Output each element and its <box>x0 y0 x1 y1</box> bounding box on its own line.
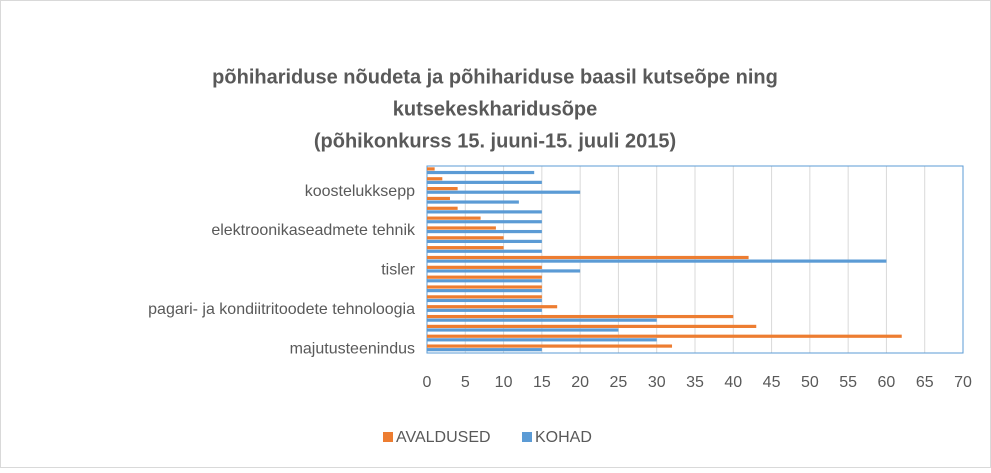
bar <box>427 295 542 299</box>
bar <box>427 318 657 322</box>
bar <box>427 338 657 342</box>
legend-label: AVALDUSED <box>396 429 491 446</box>
bar <box>427 206 458 210</box>
x-tick-label: 15 <box>533 374 551 391</box>
x-tick-label: 25 <box>610 374 628 391</box>
legend-swatch <box>522 432 532 442</box>
x-tick-label: 50 <box>801 374 819 391</box>
bar <box>427 344 673 348</box>
bar <box>427 275 542 279</box>
chart-title: (põhikonkurss 15. juuni-15. juuli 2015) <box>314 130 676 152</box>
x-tick-label: 40 <box>724 374 742 391</box>
bar <box>427 200 519 204</box>
legend-swatch <box>383 432 393 442</box>
chart-title: põhihariduse nõudeta ja põhihariduse baa… <box>212 66 778 88</box>
bar <box>427 210 542 214</box>
bar <box>427 269 581 273</box>
x-tick-label: 45 <box>763 374 781 391</box>
bar <box>427 190 581 194</box>
bar <box>427 348 542 352</box>
x-tick-label: 60 <box>878 374 896 391</box>
bar <box>427 246 504 250</box>
y-tick-label: majutusteenindus <box>290 340 415 357</box>
x-tick-label: 0 <box>423 374 432 391</box>
bar <box>427 265 542 269</box>
chart-title: kutsekeskharidusõpe <box>393 98 598 120</box>
bar <box>427 298 542 303</box>
bar <box>427 236 504 240</box>
bar <box>427 216 481 220</box>
bar <box>427 187 458 191</box>
x-tick-label: 5 <box>461 374 470 391</box>
x-tick-label: 55 <box>839 374 857 391</box>
bar <box>427 220 542 224</box>
bar <box>427 305 558 309</box>
x-tick-label: 65 <box>916 374 934 391</box>
bar <box>427 180 542 184</box>
bar <box>427 239 542 244</box>
bar <box>427 170 535 175</box>
bar <box>427 308 542 312</box>
y-tick-label: pagari- ja kondiitritoodete tehnoloogia <box>148 301 415 318</box>
y-tick-label: koostelukksepp <box>305 183 415 200</box>
y-tick-label: elektroonikaseadmete tehnik <box>211 222 416 239</box>
bar <box>427 226 496 230</box>
x-tick-label: 70 <box>954 374 972 391</box>
legend-label: KOHAD <box>535 429 592 446</box>
bar <box>427 177 443 181</box>
bar <box>427 249 542 253</box>
bar <box>427 328 619 332</box>
x-tick-label: 20 <box>571 374 589 391</box>
bar <box>427 196 450 201</box>
bar <box>427 289 542 293</box>
bar <box>427 255 749 260</box>
x-tick-label: 30 <box>648 374 666 391</box>
y-tick-label: tisler <box>381 262 415 279</box>
bar <box>427 279 542 283</box>
bar <box>427 334 902 338</box>
x-tick-label: 10 <box>495 374 513 391</box>
bar <box>427 285 542 289</box>
bar <box>427 314 734 319</box>
bar <box>427 167 435 171</box>
bar <box>427 324 757 328</box>
bar <box>427 229 542 234</box>
x-tick-label: 35 <box>686 374 704 391</box>
bar <box>427 259 887 263</box>
